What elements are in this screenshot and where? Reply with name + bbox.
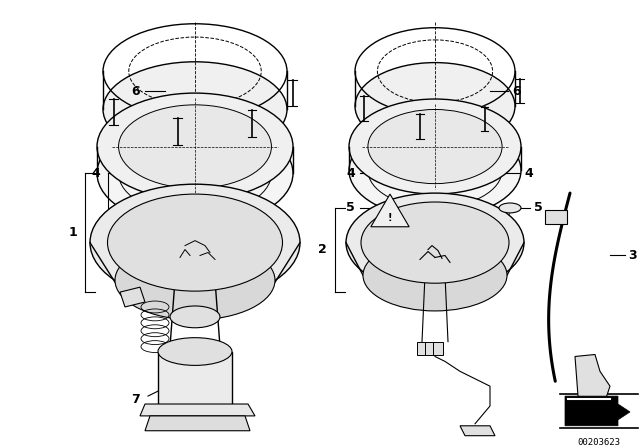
Text: !: ! xyxy=(388,213,392,223)
Ellipse shape xyxy=(90,184,300,301)
Ellipse shape xyxy=(368,109,502,184)
Text: 6: 6 xyxy=(512,85,520,98)
Text: 4: 4 xyxy=(524,167,532,180)
Ellipse shape xyxy=(170,306,220,328)
Text: 00203623: 00203623 xyxy=(577,438,621,447)
FancyBboxPatch shape xyxy=(417,342,427,356)
Ellipse shape xyxy=(158,338,232,366)
Ellipse shape xyxy=(355,63,515,150)
Polygon shape xyxy=(460,426,495,436)
Text: 8: 8 xyxy=(416,214,424,227)
FancyBboxPatch shape xyxy=(425,342,435,356)
Ellipse shape xyxy=(103,62,287,157)
Polygon shape xyxy=(575,354,610,404)
Ellipse shape xyxy=(368,133,502,207)
Text: 6: 6 xyxy=(131,85,140,98)
Ellipse shape xyxy=(97,93,293,200)
Ellipse shape xyxy=(108,194,282,291)
FancyBboxPatch shape xyxy=(545,210,567,224)
Polygon shape xyxy=(140,404,255,416)
Ellipse shape xyxy=(499,203,521,213)
Ellipse shape xyxy=(349,123,521,218)
Text: 5: 5 xyxy=(346,202,355,215)
Text: 4: 4 xyxy=(92,167,100,180)
Text: 3: 3 xyxy=(628,249,637,262)
Polygon shape xyxy=(120,287,145,307)
Ellipse shape xyxy=(346,193,524,292)
Ellipse shape xyxy=(361,202,509,283)
FancyBboxPatch shape xyxy=(433,342,443,356)
Ellipse shape xyxy=(349,99,521,194)
Text: 2: 2 xyxy=(318,243,327,256)
FancyBboxPatch shape xyxy=(158,352,232,406)
Ellipse shape xyxy=(118,105,271,188)
Ellipse shape xyxy=(115,241,275,320)
Ellipse shape xyxy=(118,132,271,215)
Polygon shape xyxy=(371,194,409,227)
Text: 5: 5 xyxy=(534,202,543,215)
Ellipse shape xyxy=(97,120,293,227)
Text: 7: 7 xyxy=(131,392,140,405)
Text: 4: 4 xyxy=(346,167,355,180)
Ellipse shape xyxy=(363,240,507,311)
Polygon shape xyxy=(145,416,250,431)
Polygon shape xyxy=(565,396,630,426)
Text: 1: 1 xyxy=(68,226,77,239)
